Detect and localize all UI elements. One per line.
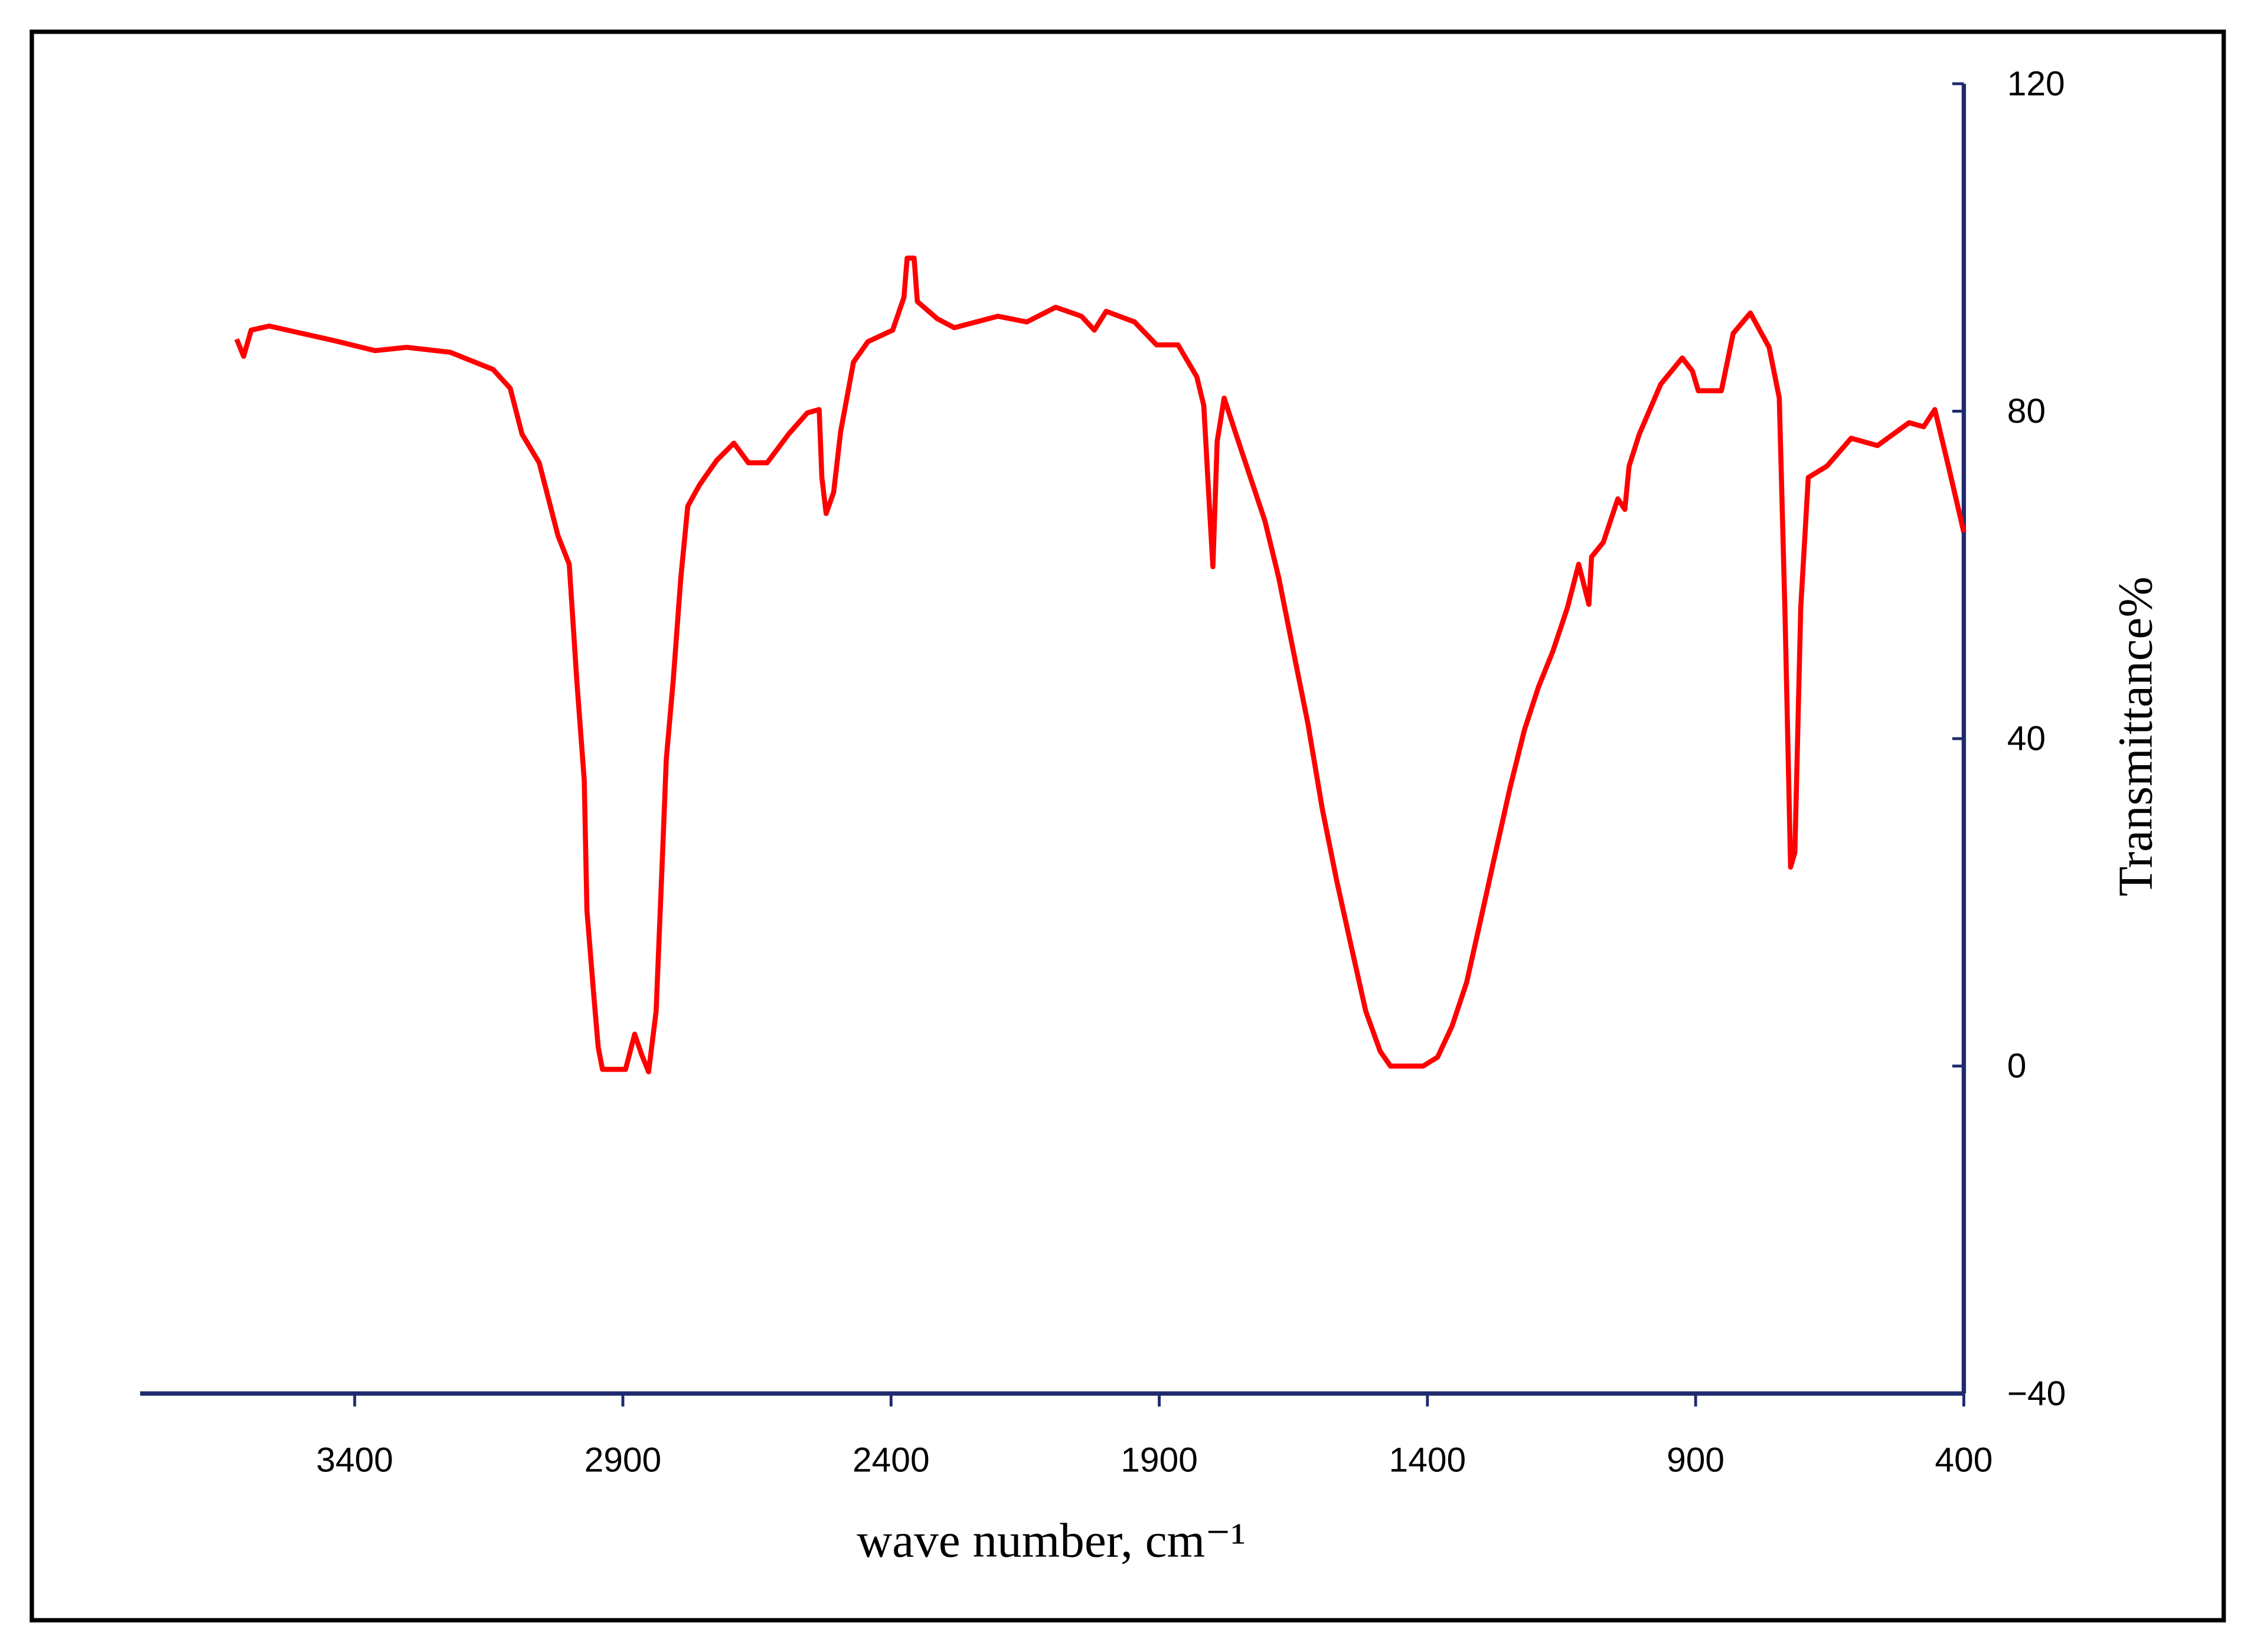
y-tick-label: 40	[2007, 720, 2046, 758]
x-axis-label: wave number, cm⁻¹	[857, 1513, 1246, 1568]
x-tick-label: 2900	[584, 1441, 662, 1479]
x-tick-label: 2400	[853, 1441, 930, 1479]
x-tick-label: 1900	[1121, 1441, 1198, 1479]
x-tick-label: 900	[1667, 1441, 1724, 1479]
y-tick-label: 120	[2007, 64, 2065, 103]
x-tick-label: 3400	[316, 1441, 393, 1479]
y-tick-label: −40	[2007, 1375, 2066, 1413]
y-tick-label: 80	[2007, 392, 2046, 430]
x-tick-label: 400	[1935, 1441, 1993, 1479]
y-tick-label: 0	[2007, 1047, 2027, 1085]
y-axis-label: Transmittance%	[2108, 576, 2162, 896]
frame	[30, 30, 2226, 1622]
spectrum-line	[234, 255, 1967, 1075]
x-tick-label: 1400	[1389, 1441, 1466, 1479]
